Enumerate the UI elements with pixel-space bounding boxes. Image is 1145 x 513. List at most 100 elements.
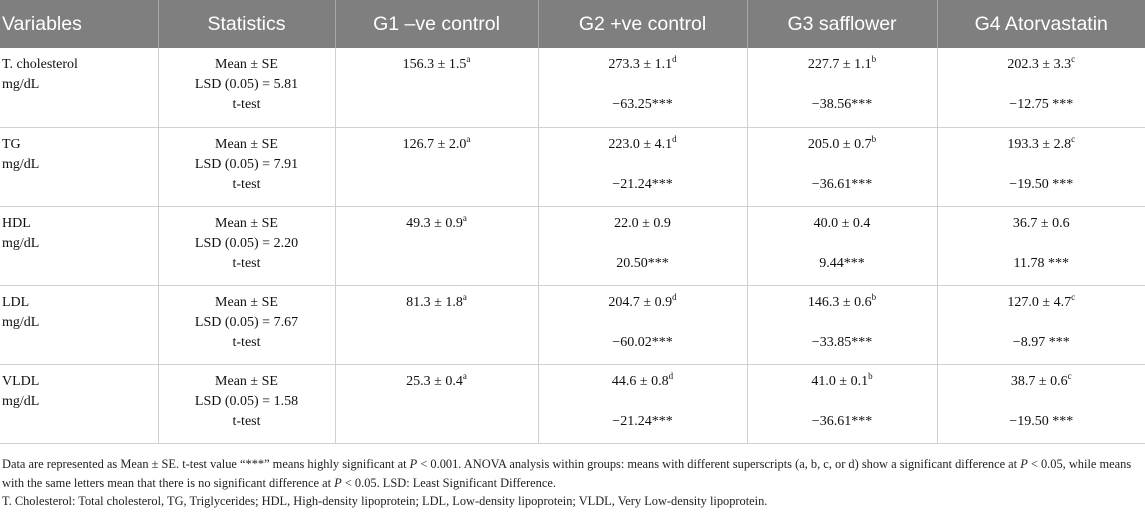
- t-value: −38.56***: [811, 97, 873, 112]
- significance-letter: a: [466, 54, 471, 64]
- mean-value: 193.3 ± 2.8: [1007, 136, 1072, 152]
- table-row: TG mg/dL Mean ± SE LSD (0.05) = 7.91 t-t…: [0, 127, 1145, 207]
- g4-cell: 127.0 ± 4.7c −8.97 ***: [936, 285, 1145, 365]
- significance-letter: d: [672, 133, 677, 144]
- header-g4: G4 Atorvastatin: [936, 0, 1145, 48]
- t-value: −36.61***: [811, 413, 873, 429]
- t-value: −33.85***: [811, 334, 873, 350]
- g1-cell: 49.3 ± 0.9a: [334, 206, 538, 286]
- g2-cell: 204.7 ± 0.9d −60.02***: [537, 285, 747, 365]
- t-value: −8.97 ***: [1012, 334, 1070, 350]
- table-header-row: Variables Statistics G1 –ve control G2 +…: [0, 0, 1145, 48]
- table-row: T. cholesterol mg/dL Mean ± SE LSD (0.05…: [0, 48, 1145, 128]
- stat-lsd-label: LSD (0.05) = 7.67: [194, 314, 299, 330]
- significance-letter: b: [868, 370, 873, 381]
- g1-cell: 25.3 ± 0.4a: [334, 364, 538, 444]
- mean-value: 227.7 ± 1.1: [807, 57, 872, 72]
- stat-mean-label: Mean ± SE: [215, 215, 278, 231]
- significance-letter: b: [871, 54, 877, 64]
- footnote-text: Data are represented as Mean ± SE. t-tes…: [2, 457, 410, 471]
- footnote-text: < 0.001. ANOVA analysis within groups: m…: [417, 457, 1021, 471]
- statistics-cell: Mean ± SE LSD (0.05) = 5.81 t-test: [157, 48, 335, 128]
- mean-value: 126.7 ± 2.0: [402, 136, 467, 152]
- g2-cell: 273.3 ± 1.1d −63.25***: [537, 48, 747, 128]
- variable-cell: T. cholesterol mg/dL: [0, 48, 158, 128]
- statistics-cell: Mean ± SE LSD (0.05) = 1.58 t-test: [157, 364, 335, 444]
- significance-letter: b: [871, 291, 877, 302]
- table-row: HDL mg/dL Mean ± SE LSD (0.05) = 2.20 t-…: [0, 206, 1145, 286]
- t-value: 9.44***: [819, 255, 865, 271]
- t-value: −21.24***: [612, 413, 673, 429]
- stat-ttest-label: t-test: [232, 255, 261, 271]
- stat-mean-label: Mean ± SE: [215, 294, 278, 310]
- header-variables: Variables: [0, 0, 158, 48]
- mean-value: 44.6 ± 0.8: [611, 373, 669, 389]
- p-symbol: P: [334, 475, 342, 490]
- variable-unit: mg/dL: [2, 77, 40, 92]
- significance-letter: d: [672, 54, 677, 64]
- mean-value: 38.7 ± 0.6: [1010, 373, 1068, 389]
- mean-value: 127.0 ± 4.7: [1007, 294, 1072, 310]
- t-value: −19.50 ***: [1009, 413, 1074, 429]
- g1-cell: 81.3 ± 1.8a: [334, 285, 538, 365]
- mean-value: 146.3 ± 0.6: [807, 294, 872, 310]
- significance-letter: d: [672, 291, 677, 302]
- t-value: −12.75 ***: [1009, 97, 1074, 112]
- significance-letter: a: [462, 291, 467, 302]
- stat-ttest-label: t-test: [232, 413, 261, 429]
- mean-value: 41.0 ± 0.1: [811, 373, 869, 389]
- variable-cell: LDL mg/dL: [0, 285, 158, 365]
- significance-letter: c: [1071, 54, 1076, 64]
- t-value: −63.25***: [612, 97, 673, 112]
- p-symbol: P: [1020, 457, 1028, 471]
- g4-cell: 36.7 ± 0.6 11.78 ***: [936, 206, 1145, 286]
- variable-name: LDL: [2, 294, 30, 310]
- stat-mean-label: Mean ± SE: [215, 57, 278, 72]
- header-g3: G3 safflower: [746, 0, 937, 48]
- statistics-cell: Mean ± SE LSD (0.05) = 2.20 t-test: [157, 206, 335, 286]
- variable-cell: HDL mg/dL: [0, 206, 158, 286]
- variable-unit: mg/dL: [2, 235, 40, 251]
- mean-value: 40.0 ± 0.4: [813, 215, 871, 231]
- variable-unit: mg/dL: [2, 314, 40, 330]
- g3-cell: 146.3 ± 0.6b −33.85***: [746, 285, 937, 365]
- table-row: VLDL mg/dL Mean ± SE LSD (0.05) = 1.58 t…: [0, 364, 1145, 444]
- g3-cell: 227.7 ± 1.1b −38.56***: [746, 48, 937, 128]
- statistics-cell: Mean ± SE LSD (0.05) = 7.91 t-test: [157, 127, 335, 207]
- variable-name: TG: [2, 136, 21, 152]
- t-value: 20.50***: [616, 255, 669, 271]
- g1-cell: 156.3 ± 1.5a: [334, 48, 538, 128]
- variable-name: HDL: [2, 215, 31, 231]
- significance-letter: d: [668, 370, 674, 381]
- stat-ttest-label: t-test: [232, 334, 261, 350]
- stat-lsd-label: LSD (0.05) = 5.81: [194, 77, 299, 92]
- header-g2: G2 +ve control: [537, 0, 747, 48]
- mean-value: 36.7 ± 0.6: [1012, 215, 1070, 231]
- variable-unit: mg/dL: [2, 156, 40, 172]
- stat-ttest-label: t-test: [232, 97, 261, 112]
- g4-cell: 38.7 ± 0.6c −19.50 ***: [936, 364, 1145, 444]
- stat-lsd-label: LSD (0.05) = 1.58: [194, 393, 299, 409]
- mean-value: 204.7 ± 0.9: [608, 294, 673, 310]
- variable-cell: VLDL mg/dL: [0, 364, 158, 444]
- mean-value: 49.3 ± 0.9: [406, 215, 463, 231]
- significance-letter: a: [462, 212, 467, 223]
- header-g1: G1 –ve control: [334, 0, 538, 48]
- mean-value: 202.3 ± 3.3: [1007, 57, 1072, 72]
- t-value: −36.61***: [811, 176, 873, 192]
- g4-cell: 202.3 ± 3.3c −12.75 ***: [936, 48, 1145, 128]
- g4-cell: 193.3 ± 2.8c −19.50 ***: [936, 127, 1145, 207]
- significance-letter: c: [1067, 370, 1072, 381]
- t-value: 11.78 ***: [1013, 255, 1069, 271]
- stat-mean-label: Mean ± SE: [215, 136, 278, 152]
- stat-lsd-label: LSD (0.05) = 7.91: [194, 156, 299, 172]
- mean-value: 25.3 ± 0.4: [406, 373, 463, 389]
- table-row: LDL mg/dL Mean ± SE LSD (0.05) = 7.67 t-…: [0, 285, 1145, 365]
- g3-cell: 40.0 ± 0.4 9.44***: [746, 206, 937, 286]
- g3-cell: 205.0 ± 0.7b −36.61***: [746, 127, 937, 207]
- g2-cell: 22.0 ± 0.9 20.50***: [537, 206, 747, 286]
- table-footnotes: Data are represented as Mean ± SE. t-tes…: [2, 455, 1132, 511]
- footnote-text: < 0.05, while means with the same letter…: [2, 457, 1132, 490]
- mean-value: 273.3 ± 1.1: [608, 57, 673, 72]
- significance-letter: b: [871, 133, 877, 144]
